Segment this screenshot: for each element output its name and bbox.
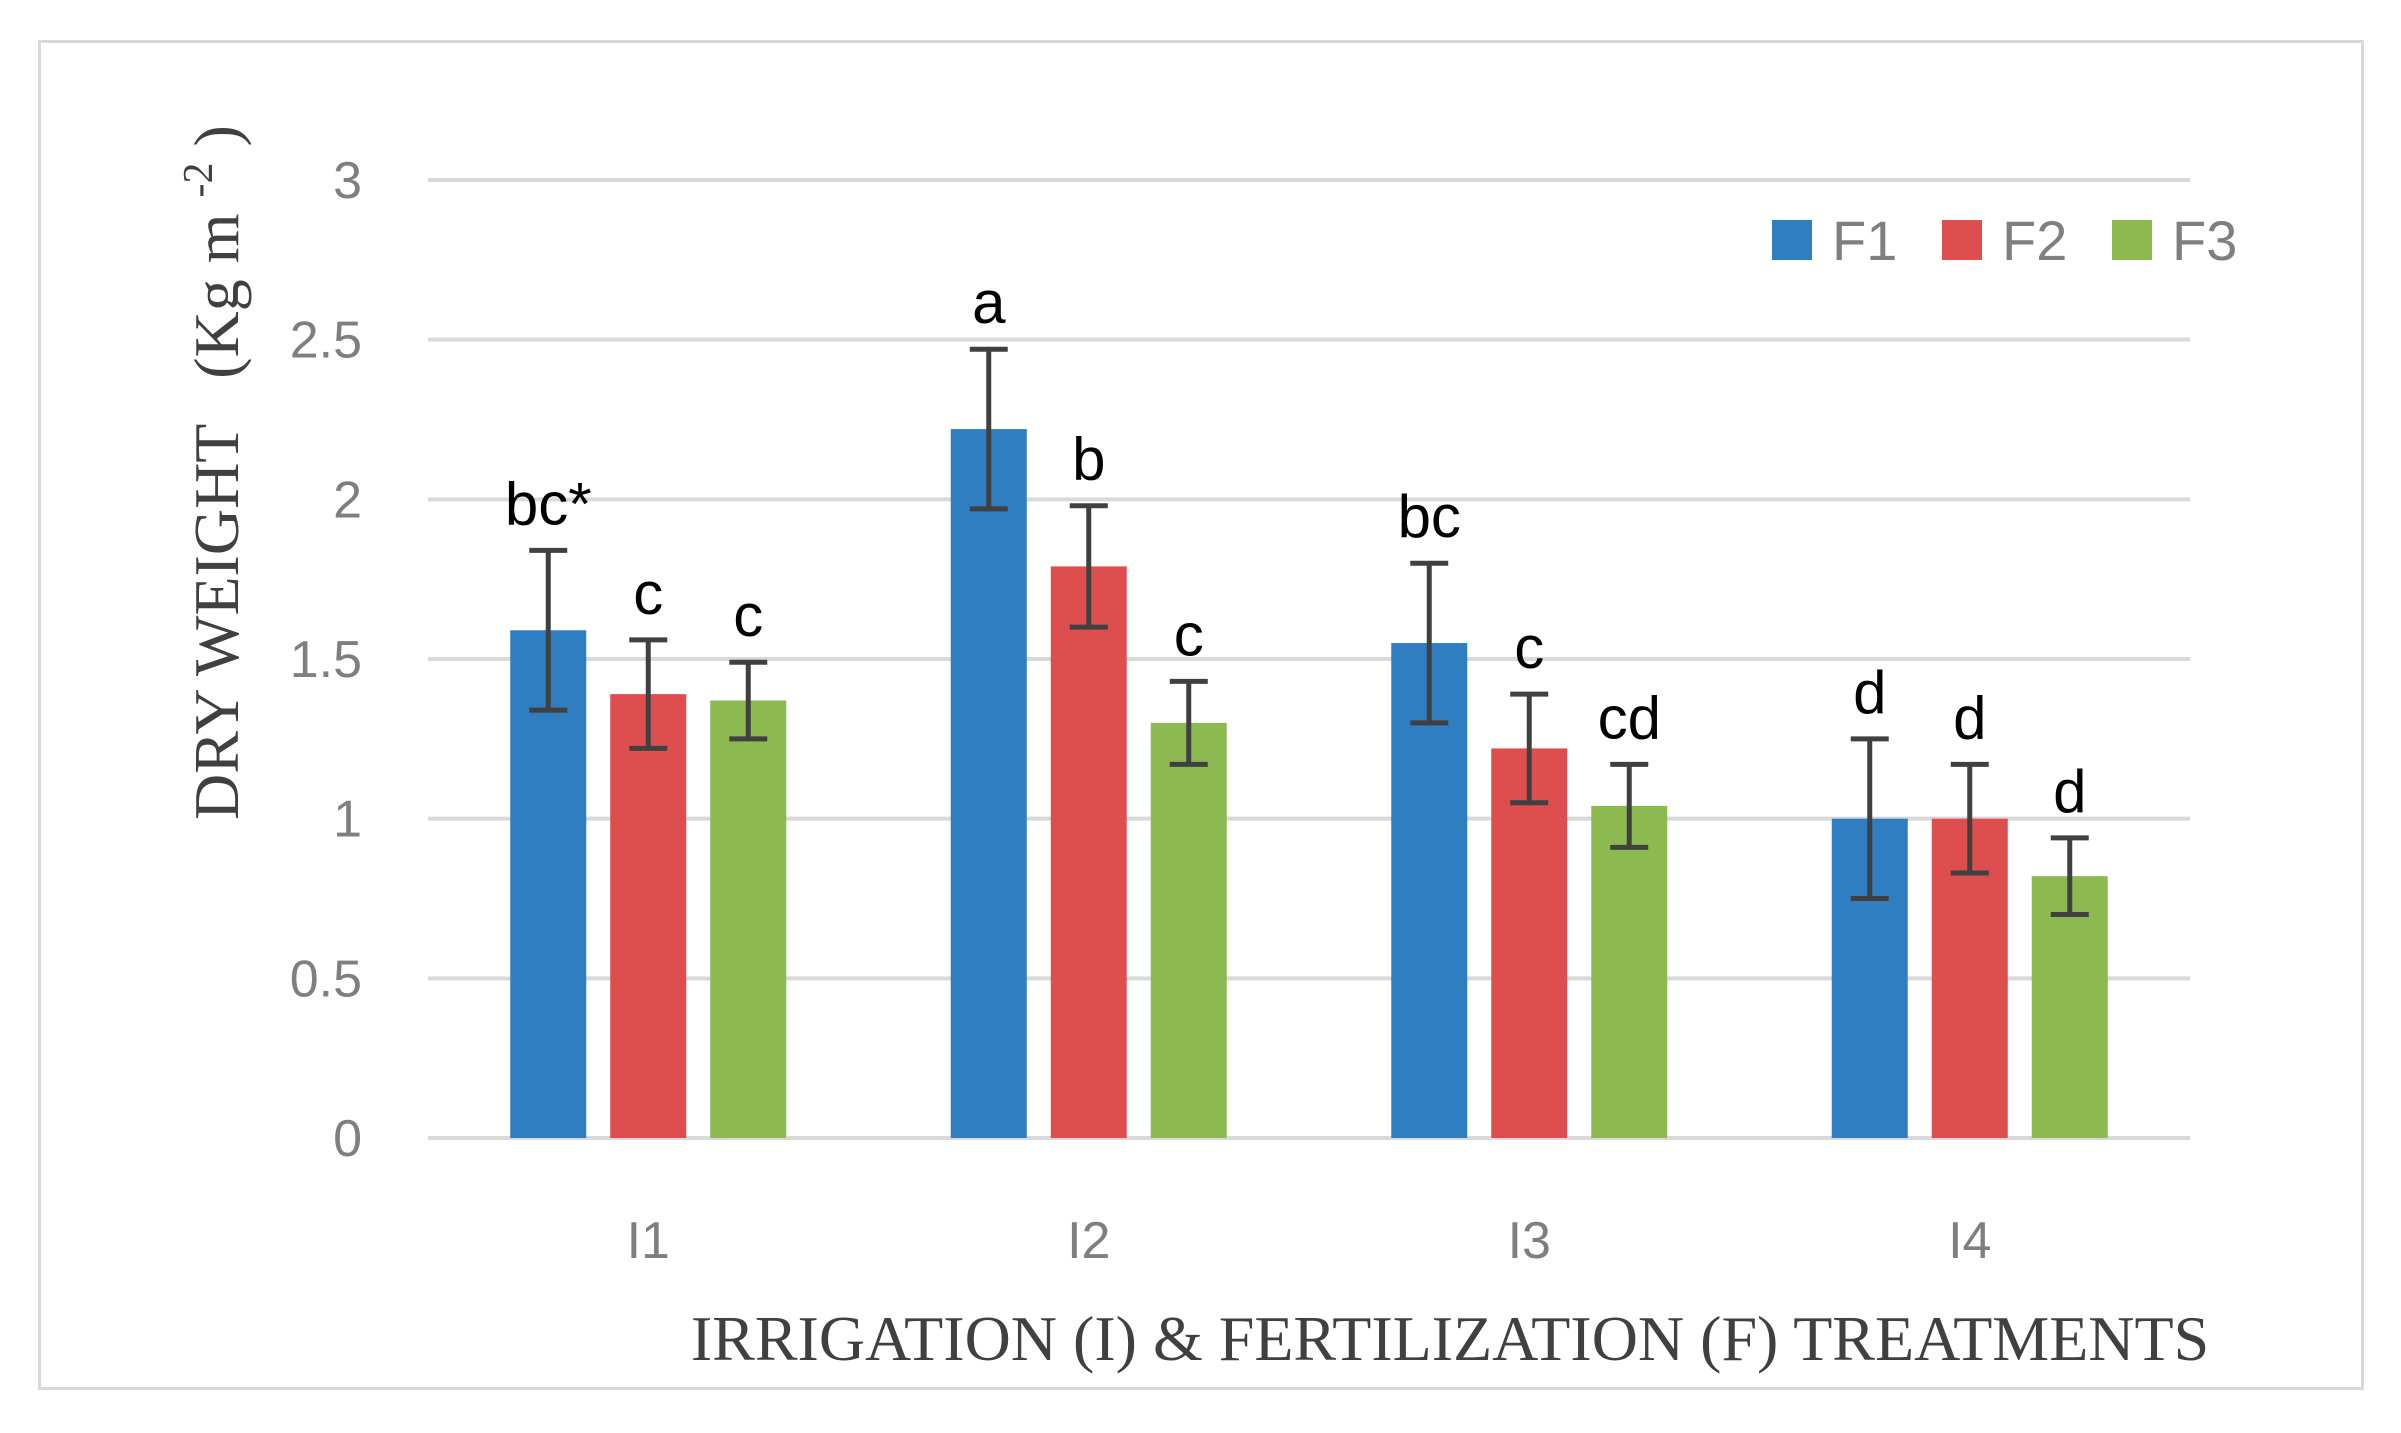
legend-swatch	[1772, 220, 1812, 260]
bar	[1491, 748, 1568, 1138]
y-axis-ticks: 0 0.5 1 1.5 2 2.5 3	[290, 152, 362, 1168]
chart-frame	[38, 40, 2364, 1390]
significance-label: bc	[1398, 483, 1461, 550]
significance-label: a	[972, 269, 1006, 336]
significance-label: c	[1174, 601, 1204, 668]
significance-label: bc*	[505, 470, 592, 537]
bars	[510, 429, 2108, 1139]
significance-label: c	[633, 560, 663, 627]
significance-label: d	[1953, 684, 1986, 751]
y-axis-title-unit: (Kg m	[181, 213, 252, 378]
x-tick-label: I2	[1067, 1212, 1110, 1270]
legend-label: F2	[2002, 209, 2067, 272]
bar	[1591, 805, 1668, 1138]
y-axis-title: DRY WEIGHT (Kg m -2 )	[155, 125, 252, 820]
y-tick-label: 2	[333, 471, 362, 529]
bar	[710, 700, 787, 1138]
legend-label: F1	[1832, 209, 1897, 272]
bar	[950, 429, 1027, 1139]
bar	[1050, 566, 1127, 1138]
bar	[510, 630, 587, 1138]
y-tick-label: 1	[333, 791, 362, 849]
y-axis-title-main: DRY WEIGHT	[181, 424, 252, 820]
y-tick-label: 1.5	[290, 631, 362, 689]
x-tick-label: I3	[1508, 1212, 1551, 1270]
significance-label: b	[1072, 426, 1105, 493]
y-axis-title-close: )	[181, 125, 252, 146]
significance-label: cd	[1598, 684, 1661, 751]
x-axis-title: IRRIGATION (I) & FERTILIZATION (F) TREAT…	[691, 1303, 2209, 1374]
legend: F1 F2 F3	[1772, 209, 2237, 272]
significance-label: d	[2053, 758, 2086, 825]
y-axis-title-exponent: -2	[176, 162, 222, 197]
gridlines	[428, 178, 2190, 1140]
bar	[1150, 722, 1227, 1138]
bar	[610, 694, 687, 1138]
bar	[1391, 643, 1468, 1138]
legend-label: F3	[2172, 209, 2237, 272]
error-bars	[529, 346, 2089, 917]
y-tick-label: 0	[333, 1110, 362, 1168]
legend-swatch	[2112, 220, 2152, 260]
significance-label: d	[1853, 659, 1886, 726]
x-tick-label: I4	[1948, 1212, 1991, 1270]
x-axis-categories: I1 I2 I3 I4	[627, 1212, 1992, 1270]
legend-swatch	[1942, 220, 1982, 260]
significance-label: c	[733, 582, 763, 649]
significance-label: c	[1514, 614, 1544, 681]
y-tick-label: 2.5	[290, 312, 362, 370]
y-tick-label: 0.5	[290, 950, 362, 1008]
bar	[2031, 876, 2108, 1138]
y-tick-label: 3	[333, 152, 362, 210]
x-tick-label: I1	[627, 1212, 670, 1270]
